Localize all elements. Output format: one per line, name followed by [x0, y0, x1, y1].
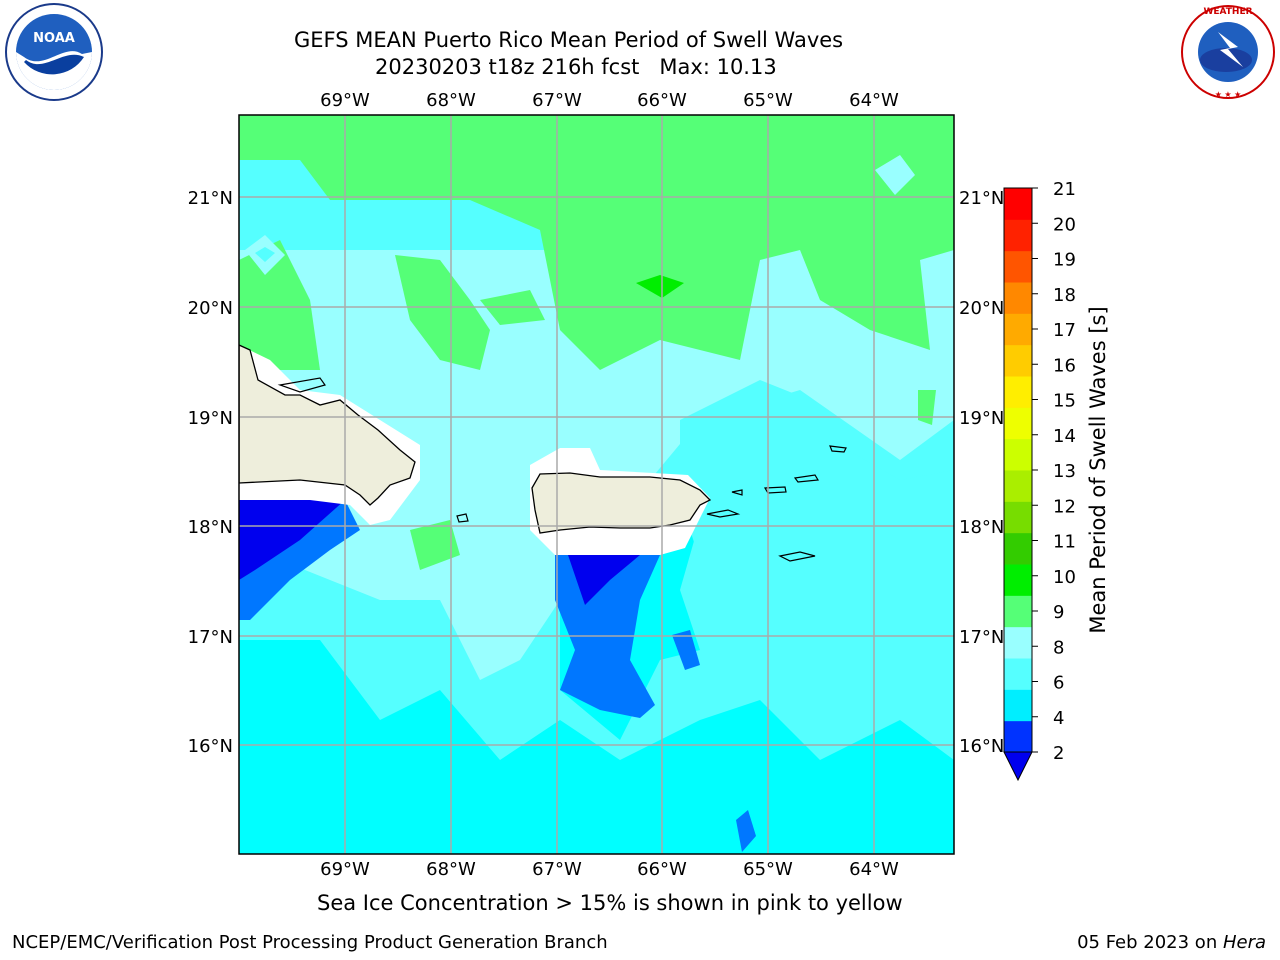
lon-label: 66°W	[637, 90, 687, 111]
colorbar-tick-label: 6	[1053, 673, 1064, 694]
lon-label: 68°W	[426, 859, 476, 880]
map-field	[239, 115, 954, 854]
colorbar-tick-label: 21	[1053, 179, 1076, 200]
field-9-10-center	[395, 255, 490, 370]
lon-labels-bottom: 69°W 68°W 67°W 66°W 65°W 64°W	[320, 859, 899, 880]
colorbar-tick-label: 20	[1053, 214, 1076, 235]
colorbar-segment	[1004, 501, 1032, 534]
colorbar-segment	[1004, 282, 1032, 314]
lon-label: 68°W	[426, 90, 476, 111]
field-lt2-sw	[239, 500, 345, 580]
noaa-logo: NOAA	[5, 3, 103, 101]
colorbar-tick-label: 4	[1053, 708, 1064, 729]
chart-title: GEFS MEAN Puerto Rico Mean Period of Swe…	[294, 28, 844, 52]
lon-label: 69°W	[320, 90, 370, 111]
lat-label: 20°N	[188, 298, 233, 319]
lat-labels-right: 21°N 20°N 19°N 18°N 17°N 16°N	[959, 188, 1004, 757]
lon-label: 67°W	[532, 859, 582, 880]
colorbar: 2 4 6 8 9 10 11 12 13 14 15 16 17 18 19 20 21	[1003, 179, 1076, 782]
field-10-11	[636, 275, 684, 298]
field-9-10-north	[239, 115, 954, 370]
lat-label: 21°N	[188, 188, 233, 209]
colorbar-segment	[1004, 219, 1032, 252]
field-6-8-east	[680, 380, 954, 600]
footer-host: Hera	[1222, 932, 1266, 953]
colorbar-segment	[1004, 595, 1032, 628]
svg-text:★ ★ ★: ★ ★ ★	[1215, 90, 1242, 99]
lon-label: 69°W	[320, 859, 370, 880]
map-gridlines	[239, 115, 954, 854]
colorbar-tick-label: 16	[1053, 355, 1076, 376]
colorbar-segment	[1004, 626, 1032, 659]
svg-text:WEATHER: WEATHER	[1203, 7, 1252, 17]
footer-date: 05 Feb 2023 on Hera	[1077, 932, 1266, 953]
nws-logo: WEATHER ★ ★ ★	[1181, 5, 1275, 99]
colorbar-segment	[1004, 564, 1032, 596]
colorbar-tick-label: 19	[1053, 250, 1076, 271]
lat-label: 19°N	[188, 408, 233, 429]
lon-label: 65°W	[743, 90, 793, 111]
colorbar-tick-label: 11	[1053, 532, 1076, 553]
lat-label: 20°N	[959, 298, 1004, 319]
colorbar-tick-label: 18	[1053, 285, 1076, 306]
field-9-10-west	[239, 240, 320, 370]
chart-subtitle: 20230203 t18z 216h fcst Max: 10.13	[375, 55, 777, 79]
colorbar-segment	[1004, 689, 1032, 722]
footer-date-text: 05 Feb 2023 on	[1077, 932, 1223, 953]
colorbar-segment	[1004, 532, 1032, 565]
field-4-6	[239, 640, 954, 854]
field-lt2-pr	[568, 555, 640, 605]
colorbar-tick-label: 14	[1053, 426, 1076, 447]
colorbar-segment	[1004, 344, 1032, 377]
lat-label: 17°N	[188, 627, 233, 648]
colorbar-tick-label: 13	[1053, 461, 1076, 482]
lat-label: 19°N	[959, 408, 1004, 429]
colorbar-tick-label: 12	[1053, 496, 1076, 517]
colorbar-segment	[1004, 376, 1032, 408]
lat-labels-left: 21°N 20°N 19°N 18°N 17°N 16°N	[188, 188, 233, 757]
map-frame	[238, 114, 955, 855]
colorbar-segment	[1004, 658, 1032, 690]
lon-labels-top: 69°W 68°W 67°W 66°W 65°W 64°W	[320, 90, 899, 111]
lon-label: 66°W	[637, 859, 687, 880]
colorbar-segment	[1004, 438, 1032, 471]
colorbar-segment	[1004, 250, 1032, 283]
sea-ice-note: Sea Ice Concentration > 15% is shown in …	[317, 891, 903, 915]
colorbar-tick-label: 9	[1053, 602, 1064, 623]
lon-label: 67°W	[532, 90, 582, 111]
lon-label: 64°W	[849, 90, 899, 111]
colorbar-extend	[1003, 751, 1033, 782]
lat-label: 17°N	[959, 627, 1004, 648]
colorbar-segment	[1004, 313, 1032, 346]
colorbar-tick-label: 10	[1053, 567, 1076, 588]
colorbar-tick-label: 8	[1053, 637, 1064, 658]
svg-text:NOAA: NOAA	[33, 31, 75, 46]
colorbar-segment	[1004, 470, 1032, 502]
field-9-10-south	[410, 520, 460, 570]
colorbar-segment	[1004, 407, 1032, 440]
colorbar-tick-label: 15	[1053, 391, 1076, 412]
lon-label: 65°W	[743, 859, 793, 880]
colorbar-segment	[1004, 188, 1032, 220]
lat-label: 18°N	[188, 517, 233, 538]
colorbar-segment	[1004, 720, 1032, 753]
colorbar-tick-label: 17	[1053, 320, 1076, 341]
footer-producer: NCEP/EMC/Verification Post Processing Pr…	[12, 932, 608, 953]
colorbar-label: Mean Period of Swell Waves [s]	[1086, 306, 1110, 633]
lat-label: 18°N	[959, 517, 1004, 538]
lat-label: 16°N	[959, 736, 1004, 757]
lon-label: 64°W	[849, 859, 899, 880]
colorbar-tick-label: 2	[1053, 743, 1064, 764]
lat-label: 16°N	[188, 736, 233, 757]
lat-label: 21°N	[959, 188, 1004, 209]
hispaniola-land	[239, 344, 416, 506]
